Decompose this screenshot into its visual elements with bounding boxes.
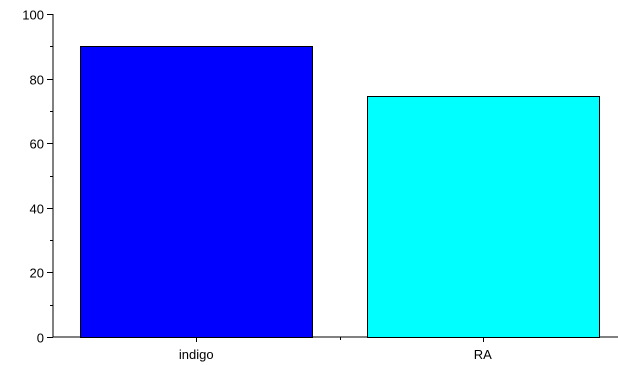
x-tick-label: indigo <box>179 347 214 362</box>
x-tick-label: RA <box>474 347 492 362</box>
bar-indigo <box>80 46 313 338</box>
y-tick-label: 40 <box>30 202 44 217</box>
y-tick-label: 100 <box>22 8 44 23</box>
y-ticks: 0 20 40 60 80 100 <box>22 8 53 346</box>
bar-ra <box>367 96 600 338</box>
y-tick-label: 20 <box>30 266 44 281</box>
x-ticks: indigo RA <box>179 337 492 362</box>
y-tick-label: 0 <box>37 331 44 346</box>
bars <box>80 46 600 338</box>
y-tick-label: 80 <box>30 73 44 88</box>
y-tick-label: 60 <box>30 137 44 152</box>
